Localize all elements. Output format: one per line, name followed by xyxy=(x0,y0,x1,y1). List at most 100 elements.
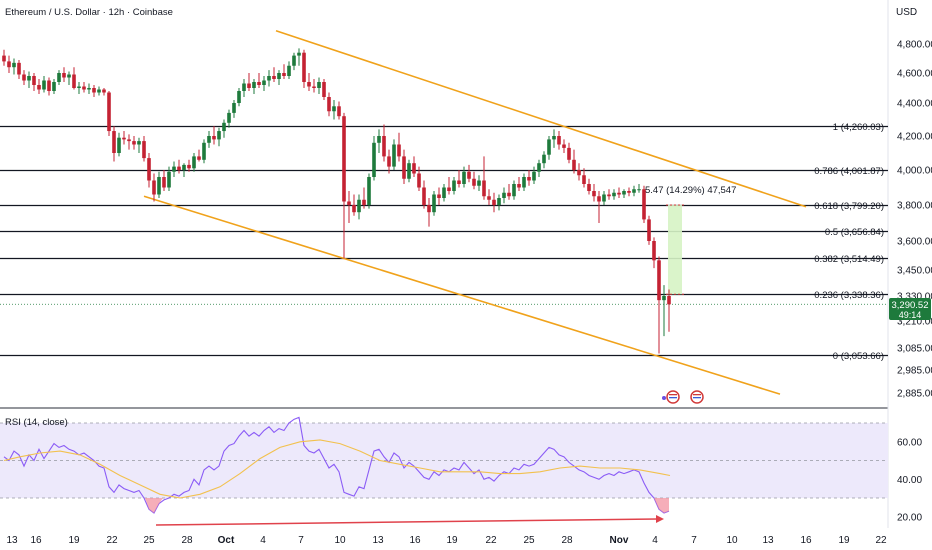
time-axis-label: 22 xyxy=(485,535,497,546)
time-axis-label: 25 xyxy=(143,535,155,546)
candle-body xyxy=(547,139,551,155)
candle xyxy=(642,185,646,223)
rsi-line[interactable] xyxy=(3,416,670,514)
channel-upper-line[interactable] xyxy=(275,30,807,208)
rsi-pane[interactable] xyxy=(0,416,888,526)
price-badge-bg xyxy=(889,298,931,320)
time-axis-label: 25 xyxy=(523,535,535,546)
candle xyxy=(267,70,271,87)
candle xyxy=(112,126,116,162)
candle xyxy=(102,88,106,96)
fib-level-label: 0.382 (3,514.49) xyxy=(814,254,884,265)
candle xyxy=(147,153,151,188)
candle xyxy=(467,164,471,183)
candle xyxy=(157,171,161,198)
candle-body xyxy=(187,164,191,169)
candle-body xyxy=(147,158,151,181)
price-axis-label: 4,200.00 xyxy=(897,132,932,143)
time-axis-label: 4 xyxy=(652,535,658,546)
rsi-ma-line[interactable] xyxy=(3,439,671,499)
candle-body xyxy=(197,156,201,160)
candle xyxy=(347,191,351,223)
descending-channel[interactable] xyxy=(143,30,807,395)
candle-body xyxy=(262,80,266,85)
candle xyxy=(17,59,21,79)
candle xyxy=(312,79,316,93)
candle xyxy=(217,127,221,147)
candle-body xyxy=(157,177,161,195)
rsi-title[interactable]: RSI (14, close) xyxy=(5,417,68,428)
candle xyxy=(152,173,156,202)
price-axis-label: 2,985.00 xyxy=(897,366,932,377)
candle-body xyxy=(232,103,236,113)
candle xyxy=(477,175,481,191)
candle xyxy=(207,131,211,148)
candle xyxy=(342,112,346,259)
event-dot-icon[interactable] xyxy=(662,396,666,400)
candle-body xyxy=(192,156,196,169)
candle-body xyxy=(177,166,181,170)
time-axis-label: 16 xyxy=(800,535,812,546)
candle-body xyxy=(522,177,526,188)
symbol-title[interactable]: Ethereum / U.S. Dollar · 12h · Coinbase xyxy=(5,7,173,18)
candle xyxy=(7,55,11,73)
candle xyxy=(397,132,401,162)
price-axis-label: 3,450.00 xyxy=(897,266,932,277)
candle xyxy=(412,156,416,177)
candle xyxy=(552,129,556,148)
candle xyxy=(392,139,396,170)
candle-body xyxy=(367,177,371,205)
candle-body xyxy=(542,154,546,164)
candle-body xyxy=(212,136,216,140)
candle xyxy=(592,184,596,202)
candle-body xyxy=(607,194,611,197)
candle-body xyxy=(107,92,111,132)
candle-body xyxy=(382,136,386,157)
price-axis-label: 3,600.00 xyxy=(897,237,932,248)
price-range-measure[interactable] xyxy=(0,204,888,305)
candle xyxy=(652,237,656,269)
candle-body xyxy=(27,76,31,81)
candle-body xyxy=(387,156,391,167)
fibonacci-retracement[interactable]: 1 (4,260.03) 0.786 (4,001.87) 0.618 (3,799… xyxy=(0,122,888,362)
candle-body xyxy=(662,296,666,301)
divergence-arrow-line[interactable] xyxy=(155,518,659,526)
candle xyxy=(167,166,171,191)
candle xyxy=(532,166,536,184)
candle-body xyxy=(647,219,651,241)
candle xyxy=(297,48,301,66)
channel-lower-line[interactable] xyxy=(143,195,781,395)
candle-body xyxy=(512,184,516,197)
candle-body xyxy=(622,191,626,195)
candle xyxy=(42,76,46,93)
time-axis-label: Oct xyxy=(218,535,235,546)
candle-body xyxy=(247,83,251,88)
candle xyxy=(162,170,166,191)
time-axis-label: 28 xyxy=(561,535,573,546)
candle-body xyxy=(652,241,656,261)
measure-box[interactable] xyxy=(668,205,682,295)
candle xyxy=(352,194,356,216)
price-axis-label: 3,210.00 xyxy=(897,317,932,328)
candle-body xyxy=(97,89,101,93)
candle-body xyxy=(152,180,156,195)
candle xyxy=(402,149,406,184)
event-flags[interactable] xyxy=(662,390,704,404)
rsi-axis-label: 40.00 xyxy=(897,475,922,486)
candle-body xyxy=(537,163,541,172)
current-price-badge: 3,290.52 49:14 xyxy=(889,298,931,320)
fib-level-label: 0.786 (4,001.87) xyxy=(814,166,884,177)
candle xyxy=(282,64,286,79)
candle xyxy=(367,173,371,209)
candle-body xyxy=(172,166,176,172)
axes: 4,800.00 4,600.00 4,400.00 4,200.00 4,000.00… xyxy=(6,40,932,547)
candle-body xyxy=(302,52,306,82)
candle xyxy=(292,52,296,71)
candle-body xyxy=(587,184,591,191)
candle xyxy=(227,109,231,128)
candle-body xyxy=(37,85,41,90)
candle-body xyxy=(402,156,406,179)
candle xyxy=(177,159,181,174)
